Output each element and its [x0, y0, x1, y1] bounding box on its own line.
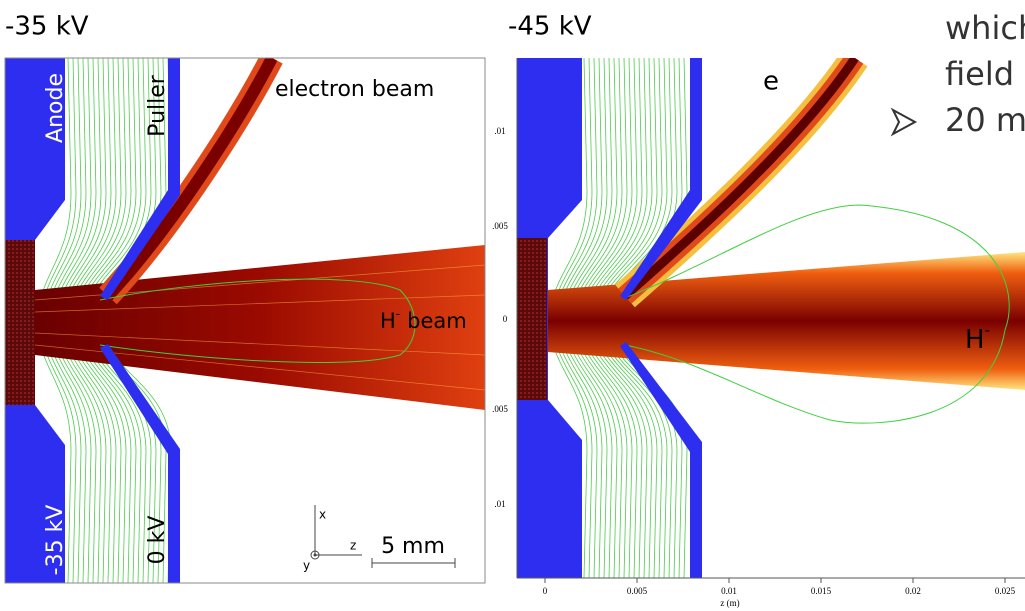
y-tick-label: .01 [494, 126, 505, 136]
x-tick-label: 0.01 [721, 586, 737, 596]
axis-icon-label: z [350, 539, 356, 553]
beam-label-sup: - [985, 321, 990, 339]
bullet-arrow [890, 107, 918, 137]
y-tick-label: 0 [503, 314, 508, 324]
panel-title: -45 kV [508, 12, 592, 42]
left-simulation [5, 58, 485, 583]
beam-label: H- beam [380, 307, 467, 334]
x-tick-label: 0.02 [905, 586, 921, 596]
beam-label-rest: beam [401, 309, 467, 333]
side-text: which [945, 9, 1025, 47]
scale-bar-label: 5 mm [381, 534, 445, 559]
axis-icon-label: y [303, 559, 310, 573]
y-tick-label: .01 [494, 499, 505, 509]
right-frame [516, 58, 1025, 579]
panel-title: -35 kV [5, 12, 89, 42]
x-tick-label: 0.015 [811, 586, 832, 596]
panel-frame [4, 57, 486, 584]
beam-label-sup: - [396, 307, 401, 322]
beam-label: H- [965, 321, 990, 355]
beam-label-base: H [965, 325, 985, 355]
x-tick-label: 0.025 [995, 586, 1016, 596]
x-tick-label: 0.005 [627, 586, 648, 596]
anode-label: Anode [43, 73, 68, 143]
axes-icon [310, 505, 362, 560]
puller-voltage: 0 kV [145, 516, 170, 565]
electron-beam-label: electron beam [275, 77, 434, 102]
y-tick-label: .005 [492, 404, 508, 414]
puller-label: Puller [145, 74, 170, 137]
scale-bar [371, 558, 456, 568]
axis-icon-label: x [319, 508, 326, 522]
anode-voltage: -35 kV [43, 505, 68, 576]
electron-label: e [763, 67, 779, 97]
y-tick-label: .005 [492, 221, 508, 231]
beam-label-base: H [380, 309, 396, 333]
x-tick-label: 0 [543, 586, 548, 596]
x-axis-label: z (m) [720, 598, 739, 608]
side-text: 20 m [945, 101, 1025, 139]
side-text: field [945, 55, 1014, 93]
right-simulation [517, 58, 1025, 578]
